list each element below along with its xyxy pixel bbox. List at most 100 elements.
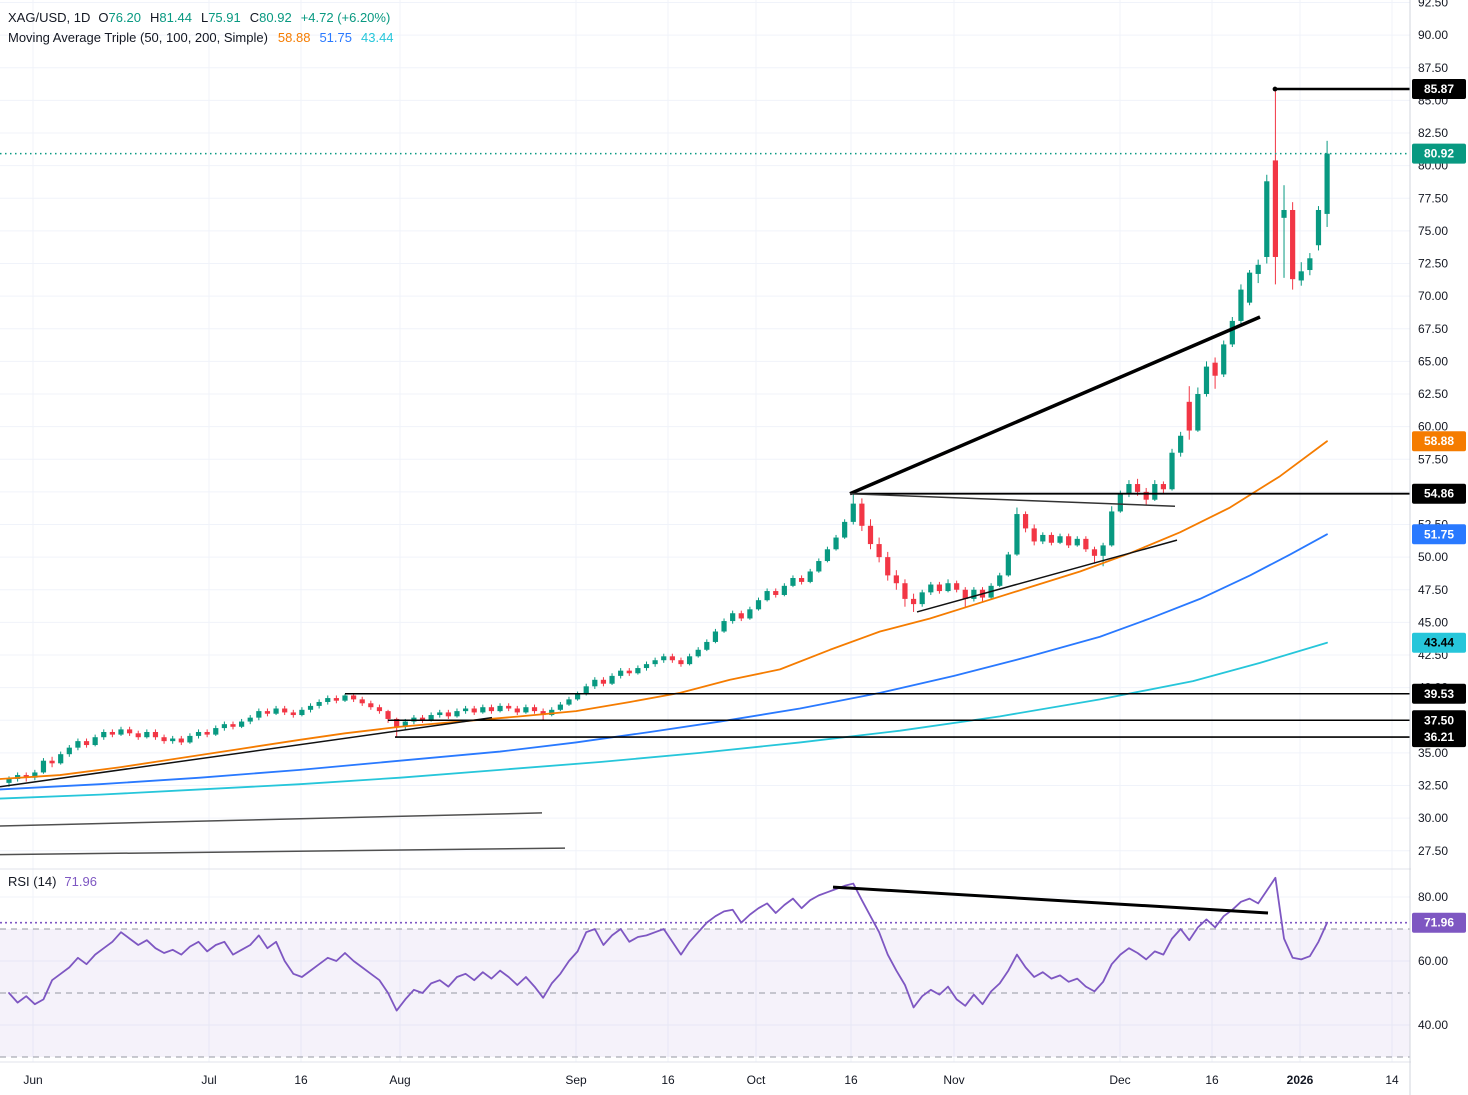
price-badge-80.92: [1412, 143, 1466, 164]
candle: [626, 670, 632, 674]
candle: [652, 660, 658, 665]
time-tick-Oct: Oct: [747, 1073, 766, 1087]
candle: [1290, 209, 1296, 280]
candle: [1212, 362, 1218, 376]
candle: [462, 708, 469, 712]
candle: [178, 738, 184, 743]
time-tick-Jul: Jul: [201, 1073, 216, 1087]
rsi-title[interactable]: RSI (14): [8, 874, 57, 889]
candle: [247, 717, 253, 722]
rsi-pane[interactable]: [0, 876, 1410, 1058]
candle: [738, 613, 744, 619]
time-axis[interactable]: Jun Jul 16 Aug Sep 16 Oct 16 Nov Dec 16 2026 14: [23, 1073, 1399, 1087]
candle: [187, 735, 193, 743]
indicator-title[interactable]: Moving Average Triple (50, 100, 200, Sim…: [8, 30, 268, 45]
svg-text:45.00: 45.00: [1418, 615, 1448, 629]
candle: [1134, 484, 1141, 492]
candle: [962, 589, 968, 599]
candle: [730, 613, 736, 622]
candle: [669, 656, 675, 661]
price-badge-39.53: [1412, 683, 1466, 704]
rsi-legend-row[interactable]: RSI (14) 71.96: [8, 874, 97, 889]
svg-text:71.96: 71.96: [1424, 916, 1454, 930]
candle: [83, 741, 90, 746]
candle: [807, 571, 813, 582]
candle: [712, 631, 719, 642]
candle: [135, 733, 141, 738]
time-tick-16: 16: [294, 1073, 308, 1087]
time-tick-14: 14: [1385, 1073, 1399, 1087]
symbol-legend[interactable]: XAG/USD, 1D O76.20 H81.44 L75.91 C80.92 +4.72…: [8, 8, 403, 48]
candle: [32, 772, 38, 778]
time-tick-16: 16: [844, 1073, 858, 1087]
candle: [1126, 484, 1132, 495]
svg-text:70.00: 70.00: [1418, 289, 1448, 303]
candle: [1324, 153, 1330, 214]
lower-gray-line-1: [0, 812, 543, 827]
candle: [686, 656, 693, 665]
svg-text:82.50: 82.50: [1418, 126, 1448, 140]
svg-text:40.00: 40.00: [1418, 1018, 1448, 1032]
candle: [859, 503, 865, 526]
sma50-line: [0, 440, 1328, 780]
candle: [635, 668, 641, 674]
candle: [936, 584, 943, 592]
sma200-line: [0, 641, 1328, 800]
price-badge-51.75: [1412, 524, 1466, 545]
svg-text:60.00: 60.00: [1418, 420, 1448, 434]
candle: [480, 707, 486, 713]
indicator-legend-row[interactable]: Moving Average Triple (50, 100, 200, Sim…: [8, 28, 403, 48]
svg-text:50.00: 50.00: [1418, 550, 1448, 564]
change-value: +4.72 (+6.20%): [300, 10, 391, 25]
candle: [428, 715, 434, 721]
candles-layer[interactable]: [6, 89, 1330, 787]
candle: [239, 721, 245, 727]
candle: [928, 584, 934, 593]
candle: [1109, 511, 1115, 546]
grid-lines: [0, 0, 1410, 1062]
candle: [152, 731, 159, 738]
candle: [867, 525, 874, 545]
time-tick-16: 16: [1205, 1073, 1219, 1087]
candle: [1057, 536, 1063, 543]
candle: [1152, 484, 1158, 500]
svg-text:62.50: 62.50: [1418, 387, 1448, 401]
candle: [1186, 401, 1192, 431]
price-axis[interactable]: 92.5090.0087.5085.0082.5080.0077.5075.00…: [1409, 0, 1468, 1095]
svg-text:80.00: 80.00: [1418, 890, 1448, 904]
candle: [368, 703, 374, 708]
rsi-current-value: 71.96: [64, 874, 97, 889]
candle: [1091, 549, 1098, 556]
candle: [833, 537, 839, 550]
candle: [816, 561, 822, 572]
candle: [325, 698, 331, 702]
candle: [6, 778, 12, 783]
candle: [1143, 491, 1149, 500]
ohlc-legend-row[interactable]: XAG/USD, 1D O76.20 H81.44 L75.91 C80.92 +4.72…: [8, 8, 403, 28]
candle: [902, 583, 908, 599]
svg-text:32.50: 32.50: [1418, 779, 1448, 793]
time-tick-Dec: Dec: [1109, 1073, 1130, 1087]
ohlc-H: H81.44: [150, 10, 192, 25]
svg-text:57.50: 57.50: [1418, 452, 1448, 466]
candle: [144, 731, 150, 738]
lower-gray-line-2: [0, 847, 566, 856]
main-ascending-trendline: [849, 315, 1261, 496]
candle: [643, 664, 650, 669]
candle: [1246, 272, 1253, 303]
candle: [704, 641, 710, 650]
candle: [419, 717, 426, 721]
time-tick-Jun: Jun: [23, 1073, 42, 1087]
candle: [876, 544, 882, 558]
candle: [333, 698, 339, 701]
candle: [316, 701, 322, 706]
symbol-title[interactable]: XAG/USD, 1D: [8, 10, 91, 25]
svg-text:36.21: 36.21: [1424, 730, 1454, 744]
candle: [1298, 271, 1304, 281]
time-tick-Nov: Nov: [943, 1073, 964, 1087]
candle: [1255, 264, 1261, 274]
svg-text:80.92: 80.92: [1424, 147, 1454, 161]
candle: [230, 724, 236, 727]
